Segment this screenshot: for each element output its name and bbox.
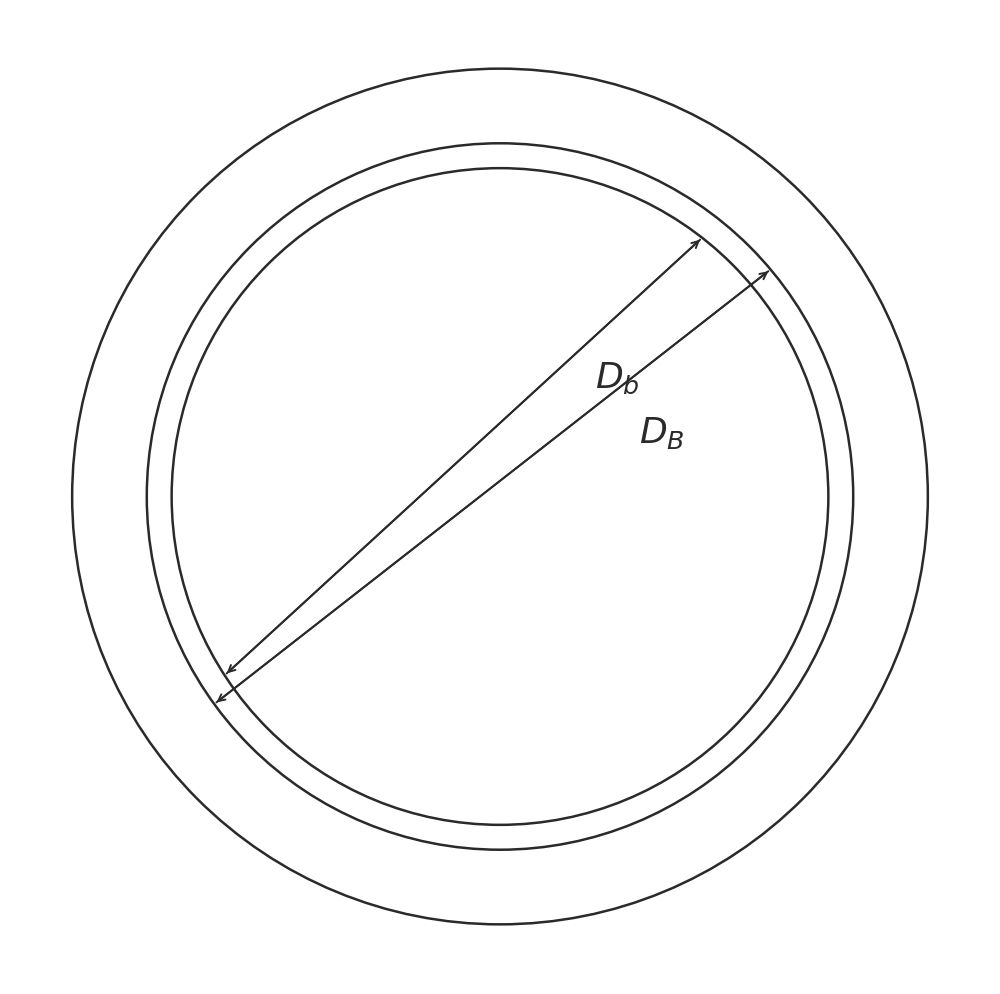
Text: $D_B$: $D_B$ [639,414,685,450]
Text: $D_b$: $D_b$ [595,360,639,396]
